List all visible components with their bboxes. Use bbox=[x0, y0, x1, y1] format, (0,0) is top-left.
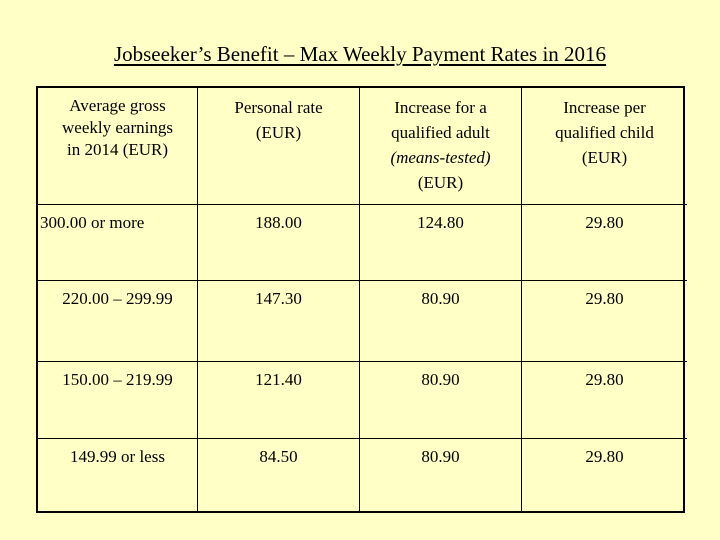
table-cell-adult: 80.90 bbox=[360, 281, 522, 362]
table-cell-adult: 80.90 bbox=[360, 439, 522, 513]
header-qualified-adult: Increase for a qualified adult (means-te… bbox=[360, 88, 522, 205]
header-adult-line2: qualified adult bbox=[391, 123, 490, 142]
header-personal-rate: Personal rate (EUR) bbox=[198, 88, 360, 205]
table-cell-child: 29.80 bbox=[522, 362, 687, 439]
table-cell-child: 29.80 bbox=[585, 447, 624, 466]
rates-table: Average gross weekly earnings in 2014 (E… bbox=[36, 86, 687, 513]
header-personal-line2: (EUR) bbox=[255, 123, 302, 142]
table-cell-earnings: 150.00 – 219.99 bbox=[38, 362, 198, 439]
table-cell-personal: 147.30 bbox=[198, 281, 360, 362]
header-child-line1: Increase per bbox=[563, 98, 646, 117]
table-cell-earnings: 300.00 or more bbox=[38, 205, 198, 281]
header-earnings-line1: Average gross bbox=[69, 96, 166, 115]
page-title: Jobseeker’s Benefit – Max Weekly Payment… bbox=[0, 40, 720, 68]
header-adult-line4: (EUR) bbox=[417, 173, 464, 192]
table-cell-personal: 84.50 bbox=[198, 439, 360, 513]
header-earnings: Average gross weekly earnings in 2014 (E… bbox=[38, 88, 198, 205]
header-earnings-line2: weekly earnings bbox=[62, 118, 173, 137]
table-cell-child: 29.80 bbox=[522, 205, 687, 281]
table-cell-child: 29.80 bbox=[522, 281, 687, 362]
table-cell-adult: 80.90 bbox=[360, 362, 522, 439]
header-adult-line3: (means-tested) bbox=[390, 148, 491, 167]
table-cell-adult: 124.80 bbox=[360, 205, 522, 281]
table-cell-personal: 188.00 bbox=[198, 205, 360, 281]
table-cell-earnings: 220.00 – 299.99 bbox=[38, 281, 198, 362]
header-adult-line1: Increase for a bbox=[394, 98, 487, 117]
title-text: Jobseeker’s Benefit – Max Weekly Payment… bbox=[113, 42, 607, 66]
header-child-line2: qualified child bbox=[555, 123, 654, 142]
header-qualified-child: Increase per qualified child (EUR) bbox=[522, 88, 687, 205]
header-personal-line1: Personal rate bbox=[234, 98, 323, 117]
header-earnings-line3: in 2014 (EUR) bbox=[66, 140, 169, 159]
header-child-line3: (EUR) bbox=[581, 148, 628, 167]
table-cell-earnings: 149.99 or less bbox=[38, 439, 198, 513]
table-cell-personal: 121.40 bbox=[198, 362, 360, 439]
